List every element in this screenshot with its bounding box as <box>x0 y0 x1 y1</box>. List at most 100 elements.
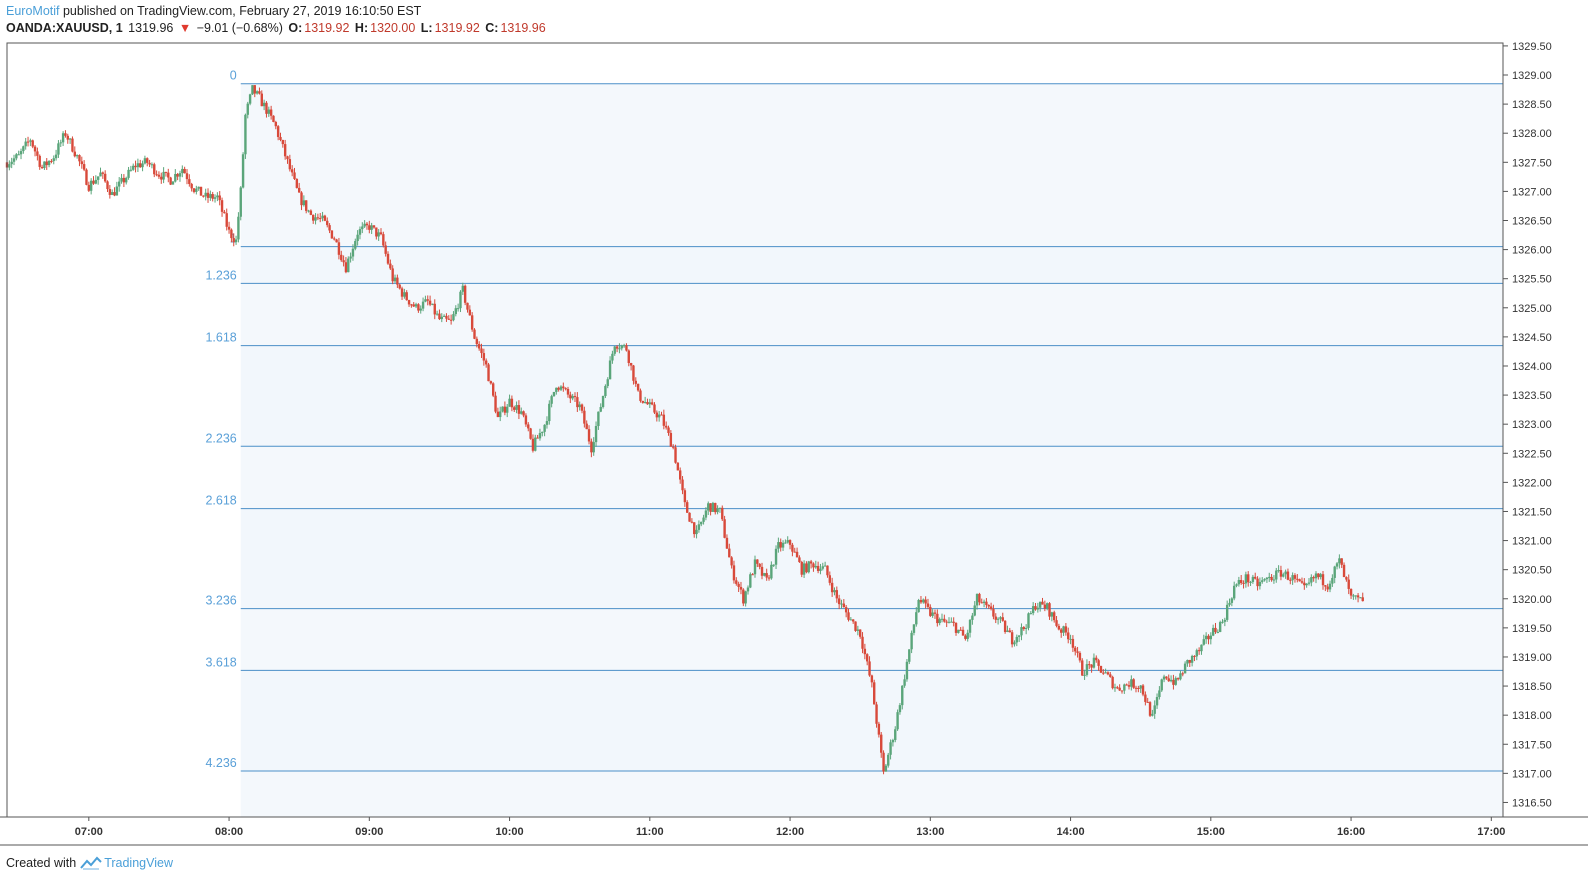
x-tick-label: 15:00 <box>1197 826 1225 838</box>
candle-body <box>492 383 495 396</box>
candle-body <box>968 619 972 633</box>
candle-body <box>903 679 906 686</box>
candle-body <box>1158 690 1161 698</box>
candle-body <box>260 93 263 107</box>
candle-body <box>314 217 317 221</box>
candle-body <box>1335 563 1339 567</box>
candle-body <box>1031 606 1035 614</box>
candle-body <box>1230 598 1234 603</box>
candle-body <box>835 590 839 599</box>
y-tick-label: 1318.00 <box>1512 710 1552 722</box>
fib-level-label: 2.618 <box>205 494 236 508</box>
candle-body <box>1209 635 1213 640</box>
candle-body <box>1326 586 1329 590</box>
candle-body <box>424 299 427 302</box>
candle-body <box>779 542 782 548</box>
candle-body <box>744 591 747 604</box>
candle-body <box>721 507 724 520</box>
low-value: 1319.92 <box>434 21 480 35</box>
candle-body <box>246 103 249 115</box>
candle-body <box>125 177 128 183</box>
candle-body <box>239 187 242 217</box>
y-tick-label: 1320.50 <box>1512 565 1552 577</box>
candle-body <box>164 171 168 173</box>
candle-body <box>50 160 53 162</box>
candle-body <box>618 348 621 350</box>
candle-body <box>739 586 743 590</box>
candle-body <box>716 508 719 513</box>
candle-body <box>1359 597 1362 599</box>
candle-body <box>1254 576 1257 579</box>
candle-body <box>793 551 796 553</box>
candle-body <box>999 617 1002 619</box>
candle-body <box>1099 665 1103 673</box>
candle-body <box>244 114 247 155</box>
candle-body <box>269 109 273 116</box>
candle-body <box>1197 650 1201 652</box>
candle-body <box>543 424 546 432</box>
candle-body <box>110 192 114 195</box>
tradingview-link[interactable]: TradingView <box>80 856 173 870</box>
candle-body <box>279 136 282 140</box>
candle-body <box>1268 576 1271 578</box>
candle-body <box>751 574 754 576</box>
candle-body <box>351 248 355 257</box>
candle-body <box>515 405 518 410</box>
candle-body <box>844 607 848 613</box>
candle-body <box>167 172 170 178</box>
candle-body <box>384 245 387 254</box>
candle-body <box>786 540 789 543</box>
candle-body <box>529 428 532 439</box>
x-tick-label: 16:00 <box>1337 826 1365 838</box>
fib-level-label: 3.236 <box>205 594 236 608</box>
candle-body <box>1333 566 1336 578</box>
candle-body <box>342 260 345 263</box>
candle-body <box>438 313 441 320</box>
candle-body <box>433 303 436 315</box>
candle-body <box>295 178 299 188</box>
fib-level-label: 3.618 <box>205 655 236 669</box>
candle-body <box>805 563 808 573</box>
candle-body <box>1095 657 1098 661</box>
candle-body <box>26 141 30 143</box>
candle-body <box>1296 578 1299 580</box>
candle-body <box>1282 574 1285 577</box>
candle-body <box>188 179 191 184</box>
candle-body <box>669 433 673 447</box>
candle-body <box>592 442 595 453</box>
candle-body <box>1328 583 1332 590</box>
candle-body <box>966 632 969 639</box>
candle-body <box>480 348 483 354</box>
candle-body <box>690 521 694 523</box>
low-label: L: <box>420 21 433 35</box>
candle-body <box>877 723 881 735</box>
candle-body <box>1017 635 1021 637</box>
candle-body <box>459 291 462 309</box>
candle-body <box>980 602 983 604</box>
candle-body <box>1153 705 1156 714</box>
candle-body <box>1067 632 1070 640</box>
candle-body <box>431 303 434 305</box>
candle-body <box>1160 679 1163 691</box>
candle-body <box>225 213 228 227</box>
candle-body <box>1092 657 1096 668</box>
candle-body <box>499 411 502 418</box>
high-value: 1320.00 <box>370 21 416 35</box>
candle-body <box>1064 626 1068 633</box>
candle-body <box>1078 652 1082 661</box>
candle-body <box>417 304 420 311</box>
fib-zone <box>240 246 1503 284</box>
candle-body <box>1102 672 1105 674</box>
candle-body <box>209 194 212 198</box>
x-tick-label: 13:00 <box>916 826 944 838</box>
candle-body <box>746 587 750 592</box>
candle-body <box>248 94 252 104</box>
author-link[interactable]: EuroMotif <box>6 4 60 18</box>
candle-body <box>632 365 635 381</box>
candle-body <box>442 315 446 317</box>
last-price: 1319.96 <box>128 21 174 35</box>
x-tick-label: 11:00 <box>636 826 664 838</box>
candle-body <box>1312 577 1315 579</box>
candle-body <box>1244 574 1248 584</box>
